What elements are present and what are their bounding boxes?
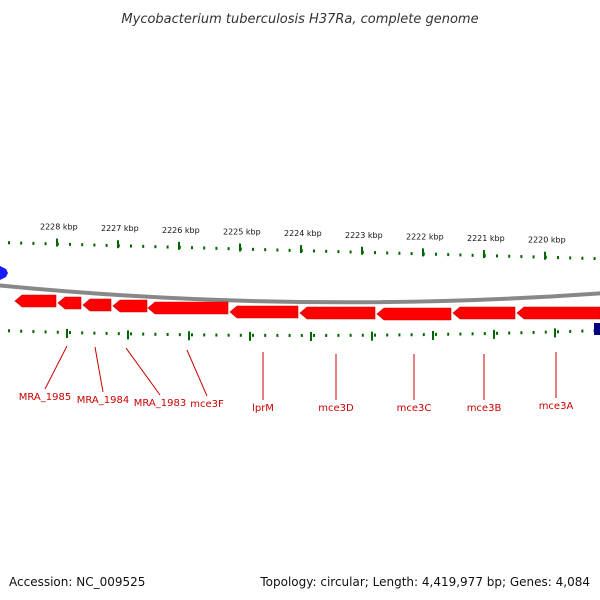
gene-arrow-MRA_1985[interactable]	[14, 294, 57, 308]
tick-label: 2223 kbp	[345, 231, 383, 240]
gene-leader-line	[44, 345, 68, 390]
gene-arrow-mce3D[interactable]	[229, 305, 299, 319]
gene-arrow-lprM[interactable]	[147, 301, 229, 315]
tick-label: 2225 kbp	[223, 227, 261, 236]
gene-arrow-MRA_1984[interactable]	[57, 296, 82, 310]
gene-label-mce3D[interactable]: mce3D	[318, 403, 354, 414]
tick-label: 2227 kbp	[101, 224, 139, 233]
gene-label-lprM[interactable]: lprM	[252, 403, 274, 414]
tick-label: 2228 kbp	[40, 223, 78, 232]
gene-label-MRA_1984[interactable]: MRA_1984	[77, 395, 129, 406]
genome-summary-text: Topology: circular; Length: 4,419,977 bp…	[259, 575, 590, 589]
gene-arrow-MRA_1983[interactable]	[82, 298, 112, 312]
scale-top: 2228 kbp 2227 kbp 2226 kbp 2225 kbp 2224 kbp…	[8, 223, 596, 261]
gene-leader-line	[94, 346, 104, 393]
tick-label: 2222 kbp	[406, 232, 444, 241]
genes-layer	[14, 294, 600, 321]
gene-arrow-mce3C[interactable]	[299, 306, 376, 320]
genome-backbone	[0, 283, 600, 305]
gene-arrow-mce3A[interactable]	[452, 306, 516, 320]
gene-label-mce3A[interactable]: mce3A	[539, 401, 574, 412]
gene-label-mce3F[interactable]: mce3F	[190, 399, 224, 410]
scale-bottom	[8, 328, 596, 341]
gene-leader-line	[186, 349, 208, 397]
gene-labels: MRA_1985 MRA_1984 MRA_1983 mce3F lprM mce3D mc…	[19, 345, 574, 414]
gene-arrow-partial[interactable]	[516, 306, 600, 320]
gene-label-mce3B[interactable]: mce3B	[467, 403, 502, 414]
gene-leader-line	[125, 347, 161, 396]
gene-label-MRA_1983[interactable]: MRA_1983	[134, 398, 186, 409]
left-edge-marker[interactable]	[0, 266, 8, 280]
gene-arrow-mce3B[interactable]	[376, 307, 452, 321]
right-edge-marker[interactable]	[594, 323, 600, 335]
genome-title: Mycobacterium tuberculosis H37Ra, comple…	[121, 12, 478, 27]
tick-label: 2226 kbp	[162, 226, 200, 235]
tick-label: 2220 kbp	[528, 236, 566, 245]
gene-arrow-mce3F[interactable]	[112, 299, 148, 313]
tick-label: 2221 kbp	[467, 234, 505, 243]
tick-label: 2224 kbp	[284, 229, 322, 238]
gene-label-MRA_1985[interactable]: MRA_1985	[19, 392, 71, 403]
gene-label-mce3C[interactable]: mce3C	[397, 403, 432, 414]
accession-text: Accession: NC_009525	[9, 575, 145, 589]
